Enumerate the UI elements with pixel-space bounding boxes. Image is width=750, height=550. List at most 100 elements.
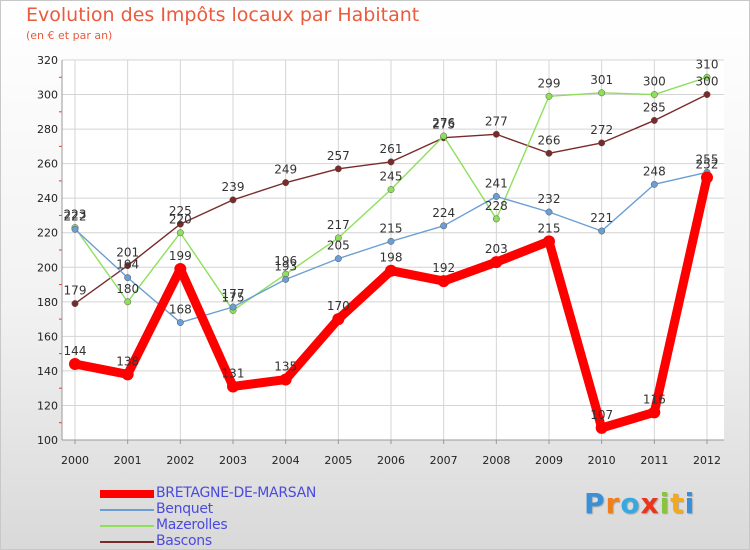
data-label-3-7: 275 [432, 118, 455, 132]
data-label-2-1: 180 [116, 282, 139, 296]
data-label-3-5: 257 [327, 149, 350, 163]
data-label-0-6: 198 [380, 251, 403, 265]
data-label-1-6: 215 [380, 221, 403, 235]
data-label-1-1: 194 [116, 258, 139, 272]
data-label-2-10: 301 [590, 73, 613, 87]
data-point-0-4 [279, 373, 292, 386]
series-layer [69, 73, 713, 434]
y-tick-label: 300 [37, 89, 58, 102]
data-point-2-11 [650, 91, 658, 98]
legend-swatch-bascons [100, 541, 154, 543]
data-label-0-12: 252 [696, 157, 719, 171]
data-label-1-3: 177 [222, 287, 245, 301]
data-label-2-11: 300 [643, 75, 666, 89]
data-label-0-9: 215 [538, 221, 561, 235]
data-point-2-12 [703, 73, 711, 81]
data-point-0-7 [437, 275, 450, 288]
data-point-1-11 [650, 180, 658, 188]
logo-letter: P [584, 487, 606, 520]
data-label-3-8: 277 [485, 114, 508, 128]
data-label-3-9: 266 [538, 133, 561, 147]
data-label-0-0: 144 [64, 344, 87, 358]
y-tick-label: 140 [37, 365, 58, 378]
data-label-2-7: 276 [432, 116, 455, 130]
legend-label-bretagne: BRETAGNE-DE-MARSAN [156, 485, 317, 501]
data-point-3-0 [71, 300, 79, 307]
data-point-3-6 [387, 158, 395, 166]
x-tick-label: 2006 [377, 454, 405, 467]
data-point-0-8 [490, 256, 503, 269]
legend-label-mazerolles: Mazerolles [156, 517, 228, 533]
data-point-2-9 [545, 92, 553, 100]
data-point-0-3 [227, 380, 239, 393]
chart-title: Evolution des Impôts locaux par Habitant [26, 4, 420, 26]
data-label-1-12: 255 [696, 152, 719, 166]
data-label-2-8: 228 [485, 199, 508, 213]
data-point-3-11 [650, 117, 658, 124]
data-label-3-11: 285 [643, 100, 666, 114]
data-label-3-12: 300 [696, 75, 719, 89]
logo-letter: t [670, 487, 685, 520]
x-tick-label: 2005 [324, 454, 352, 467]
data-point-2-7 [440, 132, 448, 140]
data-label-3-2: 225 [169, 204, 192, 218]
data-label-3-1: 201 [116, 246, 139, 260]
data-label-2-4: 196 [274, 254, 297, 268]
x-tick-label: 2001 [114, 454, 142, 467]
data-point-1-6 [387, 237, 395, 245]
data-label-2-12: 310 [696, 57, 719, 71]
proxiti-logo: Proxiti [584, 487, 695, 520]
legend-item-mazerolles: Mazerolles [100, 517, 400, 534]
logo-letter: i [684, 487, 696, 520]
data-point-0-12 [701, 171, 713, 184]
data-label-1-8: 241 [485, 176, 508, 190]
data-point-1-3 [229, 303, 237, 311]
x-tick-label: 2009 [535, 454, 563, 467]
data-point-0-0 [69, 358, 81, 370]
y-tick-label: 280 [37, 123, 58, 136]
data-label-3-0: 179 [64, 284, 87, 298]
data-label-0-5: 170 [327, 299, 350, 313]
data-point-0-5 [332, 313, 345, 326]
data-point-0-9 [543, 235, 555, 248]
data-label-3-4: 249 [274, 163, 297, 177]
legend: BRETAGNE-DE-MARSAN Benquet Mazerolles Ba… [100, 485, 400, 550]
data-point-3-3 [229, 196, 237, 204]
data-point-2-10 [598, 89, 606, 97]
data-point-2-8 [492, 215, 500, 223]
data-label-0-8: 203 [485, 242, 508, 256]
legend-swatch-benquet [100, 509, 154, 511]
data-point-0-6 [385, 264, 397, 277]
y-tick-label: 100 [37, 434, 58, 447]
data-point-2-5 [334, 234, 342, 242]
data-label-3-6: 261 [380, 142, 403, 156]
data-point-3-8 [492, 130, 500, 138]
y-tick-label: 320 [37, 54, 58, 67]
logo-letter: x [640, 487, 660, 520]
data-label-2-0: 223 [64, 208, 87, 222]
data-point-0-1 [121, 368, 134, 381]
data-label-2-5: 217 [327, 218, 350, 232]
data-label-1-5: 205 [327, 239, 350, 253]
legend-label-benquet: Benquet [156, 501, 213, 517]
x-tick-label: 2012 [693, 454, 721, 467]
grid-lines [62, 59, 724, 441]
y-tick-label: 220 [37, 227, 58, 240]
data-point-1-2 [176, 319, 184, 326]
data-point-3-9 [545, 149, 553, 157]
data-label-2-9: 299 [538, 76, 561, 90]
data-label-2-3: 175 [222, 290, 245, 304]
data-label-0-3: 131 [222, 366, 245, 380]
data-point-1-9 [545, 208, 553, 216]
legend-item-bascons: Bascons [100, 533, 400, 550]
data-point-1-4 [282, 275, 290, 283]
logo-letter: r [605, 487, 621, 520]
data-label-1-11: 248 [643, 164, 666, 178]
y-tick-label: 200 [37, 261, 58, 274]
data-point-3-2 [176, 220, 184, 228]
y-tick-label: 240 [37, 192, 58, 205]
data-label-1-2: 168 [169, 303, 192, 317]
data-point-1-10 [598, 227, 606, 235]
x-tick-label: 2010 [588, 454, 616, 467]
